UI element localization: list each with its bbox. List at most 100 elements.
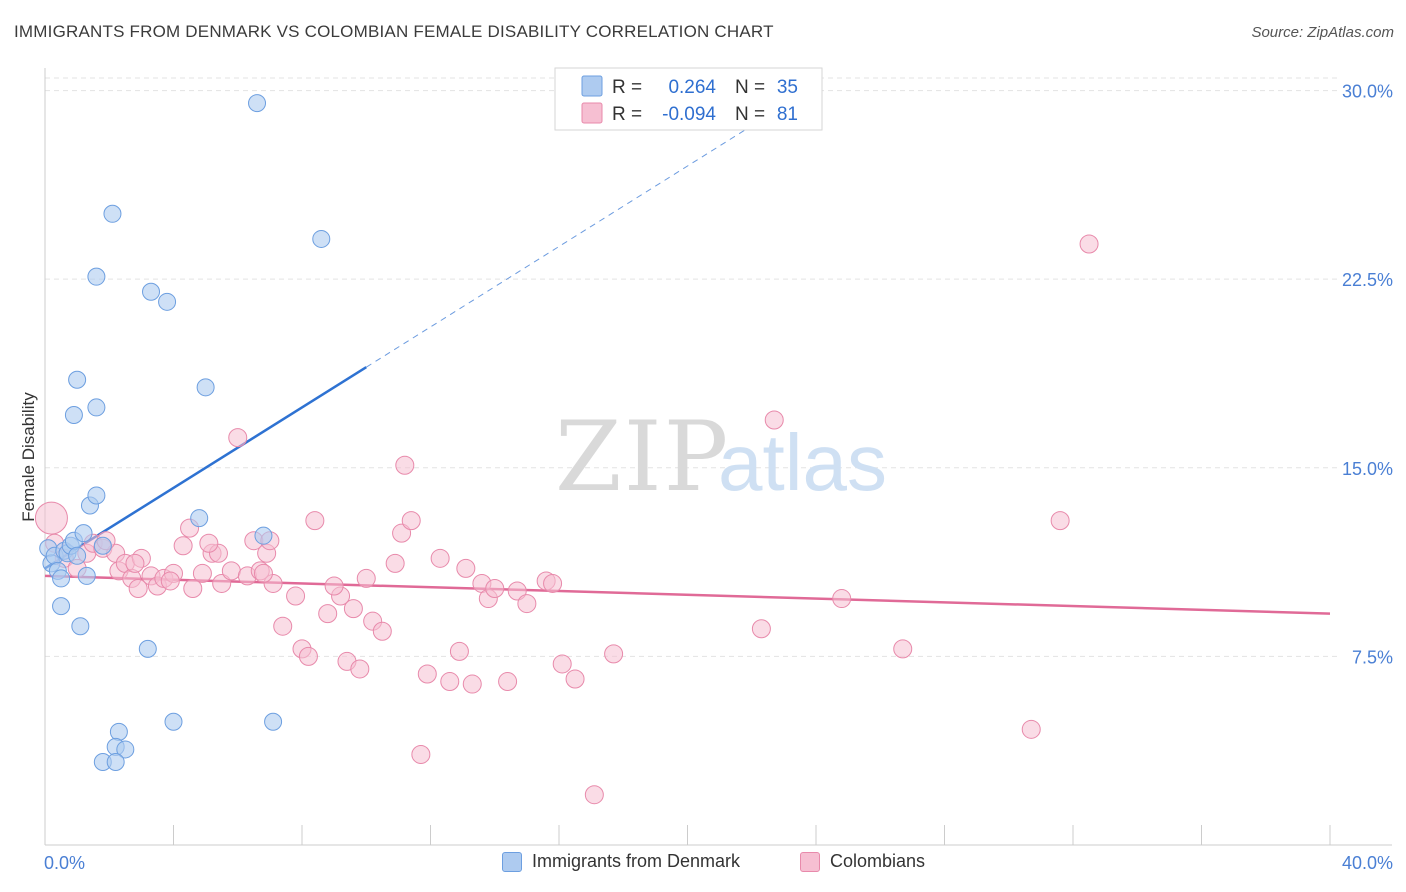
point-denmark	[77, 566, 96, 585]
legend-n-value-2: 81	[777, 104, 798, 125]
point-colombians	[385, 553, 405, 573]
legend-swatch-colombians	[581, 102, 603, 124]
point-colombians	[160, 571, 180, 591]
point-denmark	[93, 536, 112, 555]
point-colombians	[507, 581, 527, 601]
point-colombians	[456, 558, 476, 578]
point-colombians	[411, 744, 431, 764]
point-denmark	[106, 753, 125, 772]
point-colombians	[318, 604, 338, 624]
point-denmark	[142, 282, 161, 301]
point-denmark	[87, 486, 106, 505]
point-colombians	[893, 639, 913, 659]
trendline-denmark-extension	[365, 125, 753, 368]
point-colombians	[485, 578, 505, 598]
point-denmark	[64, 405, 83, 424]
point-denmark	[87, 267, 106, 286]
y-tick-label: 22.5%	[1342, 270, 1393, 290]
bottom-legend-swatch-colombians	[800, 851, 820, 872]
bottom-legend-label-colombians: Colombians	[830, 851, 926, 871]
point-colombians	[1021, 719, 1041, 739]
point-colombians	[401, 511, 421, 531]
point-denmark	[74, 524, 93, 543]
point-colombians	[273, 616, 293, 636]
point-denmark	[109, 722, 128, 741]
point-colombians	[128, 578, 148, 598]
legend-r-value-1: 0.264	[668, 77, 716, 98]
point-colombians	[298, 646, 318, 666]
chart-source[interactable]: Source: ZipAtlas.com	[1251, 24, 1394, 41]
point-colombians	[517, 594, 537, 614]
point-denmark	[312, 229, 331, 248]
point-denmark	[254, 526, 273, 545]
point-denmark	[264, 712, 283, 731]
point-colombians	[751, 619, 771, 639]
point-colombians	[350, 659, 370, 679]
point-colombians	[764, 410, 784, 430]
bottom-legend: Immigrants from Denmark Colombians	[0, 851, 1406, 877]
point-colombians	[584, 785, 604, 805]
point-denmark	[68, 370, 87, 389]
point-colombians	[440, 672, 460, 692]
legend: R = 0.264 N = 35 R = -0.094 N = 81	[554, 67, 823, 131]
point-colombians	[462, 674, 482, 694]
legend-r-label-2: R =	[612, 104, 642, 125]
point-colombians	[324, 576, 344, 596]
chart-title: IMMIGRANTS FROM DENMARK VS COLOMBIAN FEM…	[14, 22, 774, 41]
point-colombians	[604, 644, 624, 664]
y-tick-label: 30.0%	[1342, 82, 1393, 102]
watermark-zip: ZIP	[555, 401, 730, 513]
point-colombians	[343, 599, 363, 619]
point-colombians	[449, 641, 469, 661]
point-colombians	[417, 664, 437, 684]
points-layer	[34, 94, 1099, 805]
point-denmark	[248, 94, 267, 113]
point-colombians	[543, 573, 563, 593]
point-denmark	[71, 617, 90, 636]
legend-swatch-denmark	[581, 75, 603, 97]
point-colombians	[173, 536, 193, 556]
point-colombians	[356, 568, 376, 588]
trendline-denmark	[44, 366, 367, 570]
legend-n-value-1: 35	[777, 77, 798, 98]
point-denmark	[138, 639, 157, 658]
point-colombians	[221, 561, 241, 581]
point-denmark	[68, 546, 87, 565]
y-axis-label: Female Disability	[19, 392, 38, 522]
bottom-legend-label-denmark: Immigrants from Denmark	[532, 851, 741, 871]
y-tick-label: 15.0%	[1342, 459, 1393, 479]
legend-r-value-2: -0.094	[662, 104, 716, 125]
point-colombians	[125, 553, 145, 573]
point-denmark	[196, 378, 215, 397]
point-denmark	[190, 509, 209, 528]
point-colombians	[392, 523, 412, 543]
trend-layer	[44, 125, 1331, 615]
point-colombians	[34, 501, 68, 535]
bottom-legend-item-denmark[interactable]: Immigrants from Denmark	[502, 851, 740, 872]
point-colombians	[192, 563, 212, 583]
point-colombians	[565, 669, 585, 689]
bottom-legend-swatch-denmark	[502, 851, 522, 872]
point-denmark	[87, 398, 106, 417]
bottom-legend-item-colombians[interactable]: Colombians	[800, 851, 925, 872]
point-colombians	[212, 573, 232, 593]
point-colombians	[372, 621, 392, 641]
trendline-colombians	[44, 574, 1331, 615]
point-denmark	[52, 569, 71, 588]
legend-n-label-1: N =	[735, 77, 765, 98]
legend-n-label-2: N =	[735, 104, 765, 125]
point-colombians	[228, 428, 248, 448]
point-colombians	[253, 563, 273, 583]
point-denmark	[103, 204, 122, 223]
x-tick-label-end: 40.0%	[1342, 853, 1393, 873]
point-colombians	[395, 455, 415, 475]
point-colombians	[286, 586, 306, 606]
point-colombians	[552, 654, 572, 674]
point-colombians	[305, 511, 325, 531]
point-colombians	[832, 589, 852, 609]
point-denmark	[158, 292, 177, 311]
point-colombians	[498, 672, 518, 692]
watermark: ZIP atlas	[555, 401, 887, 513]
legend-r-label-1: R =	[612, 77, 642, 98]
y-tick-label: 7.5%	[1352, 647, 1393, 667]
